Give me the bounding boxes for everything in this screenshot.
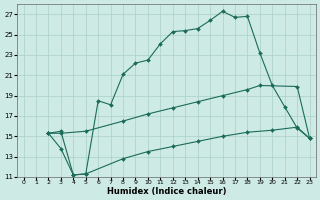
X-axis label: Humidex (Indice chaleur): Humidex (Indice chaleur) (107, 187, 226, 196)
